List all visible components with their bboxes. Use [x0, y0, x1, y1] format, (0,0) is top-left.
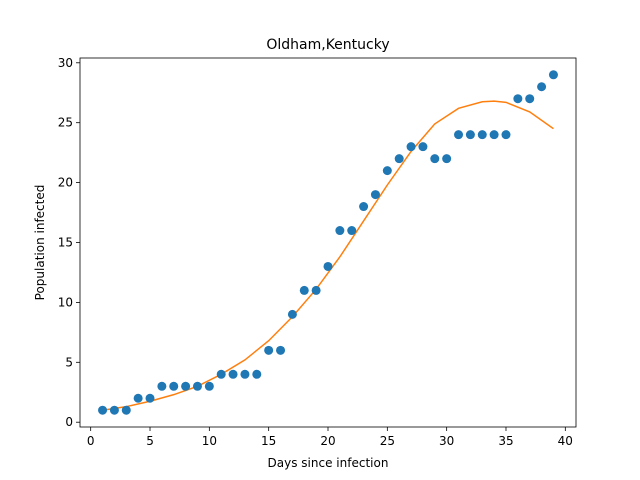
- data-point: [347, 226, 357, 236]
- data-point: [109, 405, 119, 415]
- data-point: [264, 345, 274, 355]
- data-point: [228, 369, 238, 379]
- y-tick-label: 5: [65, 355, 73, 369]
- data-point: [240, 369, 250, 379]
- data-point: [477, 130, 487, 140]
- data-point: [157, 381, 167, 391]
- data-point: [513, 94, 523, 104]
- x-axis-ticks: 0 5 10 15 20 25 30 35 40: [87, 427, 573, 448]
- y-tick-label: 20: [58, 176, 73, 190]
- data-point: [323, 261, 333, 271]
- data-point: [418, 142, 428, 152]
- x-tick-label: 5: [146, 434, 154, 448]
- data-point: [525, 94, 535, 104]
- data-point: [548, 70, 558, 80]
- data-point: [287, 309, 297, 319]
- x-tick-label: 30: [439, 434, 454, 448]
- data-point: [406, 142, 416, 152]
- data-point: [394, 154, 404, 164]
- data-point: [98, 405, 108, 415]
- y-tick-label: 0: [65, 415, 73, 429]
- data-point: [181, 381, 191, 391]
- data-point: [454, 130, 464, 140]
- x-tick-label: 25: [380, 434, 395, 448]
- data-point: [382, 166, 392, 176]
- data-point: [537, 82, 547, 92]
- data-point: [276, 345, 286, 355]
- data-point: [169, 381, 179, 391]
- plot-layer: [98, 70, 558, 415]
- data-point: [192, 381, 202, 391]
- data-point: [216, 369, 226, 379]
- data-point: [430, 154, 440, 164]
- x-tick-label: 15: [261, 434, 276, 448]
- x-tick-label: 20: [320, 434, 335, 448]
- data-point: [370, 190, 380, 200]
- x-tick-label: 35: [498, 434, 513, 448]
- y-tick-label: 30: [58, 56, 73, 70]
- data-point: [204, 381, 214, 391]
- data-point: [299, 285, 309, 295]
- data-point: [489, 130, 499, 140]
- x-tick-label: 0: [87, 434, 95, 448]
- y-axis-label: Population infected: [33, 185, 47, 301]
- data-point: [133, 393, 143, 403]
- y-tick-label: 10: [58, 295, 73, 309]
- data-point: [465, 130, 475, 140]
- x-tick-label: 10: [202, 434, 217, 448]
- fit-curve-line: [102, 100, 554, 411]
- chart-title: Oldham,Kentucky: [266, 37, 389, 53]
- y-tick-label: 15: [58, 236, 73, 250]
- y-tick-label: 25: [58, 116, 73, 130]
- x-axis-label: Days since infection: [268, 456, 389, 470]
- data-point: [121, 405, 131, 415]
- data-point: [311, 285, 321, 295]
- data-point: [145, 393, 155, 403]
- data-point: [359, 202, 369, 212]
- data-point: [442, 154, 452, 164]
- x-tick-label: 40: [558, 434, 573, 448]
- data-point: [335, 226, 345, 236]
- data-point: [252, 369, 262, 379]
- y-axis-ticks: 0 5 10 15 20 25 30: [58, 56, 80, 429]
- data-point: [501, 130, 511, 140]
